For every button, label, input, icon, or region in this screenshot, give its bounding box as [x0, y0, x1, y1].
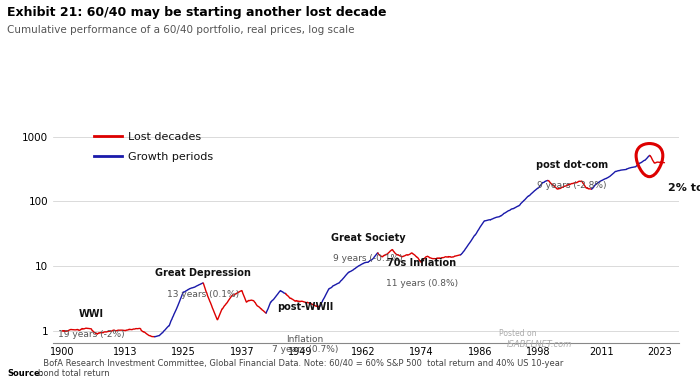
Text: ISABELNET.com: ISABELNET.com [507, 340, 572, 349]
Text: post dot-com: post dot-com [536, 160, 608, 170]
Text: 2% to 5% world: 2% to 5% world [668, 183, 700, 193]
Text: WWI: WWI [79, 309, 104, 319]
Text: Great Depression: Great Depression [155, 268, 251, 278]
Text: Source:: Source: [7, 369, 43, 378]
Text: post-WWII: post-WWII [277, 301, 333, 312]
Text: Great Society: Great Society [331, 233, 405, 243]
Text: 9 years (-2.8%): 9 years (-2.8%) [538, 181, 607, 190]
Text: 9 years (-0.1%): 9 years (-0.1%) [333, 254, 403, 263]
Text: 70s Inflation: 70s Inflation [387, 258, 456, 268]
Legend: Lost decades, Growth periods: Lost decades, Growth periods [90, 127, 218, 166]
Text: Inflation
7 years (0.7%): Inflation 7 years (0.7%) [272, 335, 338, 354]
Text: Posted on: Posted on [499, 329, 537, 338]
Text: 11 years (0.8%): 11 years (0.8%) [386, 279, 458, 288]
Text: Cumulative performance of a 60/40 portfolio, real prices, log scale: Cumulative performance of a 60/40 portfo… [7, 25, 354, 35]
Text: BofA Research Investment Committee, Global Financial Data. Note: 60/40 = 60% S&P: BofA Research Investment Committee, Glob… [38, 359, 564, 378]
Text: 13 years (0.1%): 13 years (0.1%) [167, 290, 239, 299]
Text: Exhibit 21: 60/40 may be starting another lost decade: Exhibit 21: 60/40 may be starting anothe… [7, 6, 386, 19]
Text: 19 years (-2%): 19 years (-2%) [58, 330, 125, 339]
